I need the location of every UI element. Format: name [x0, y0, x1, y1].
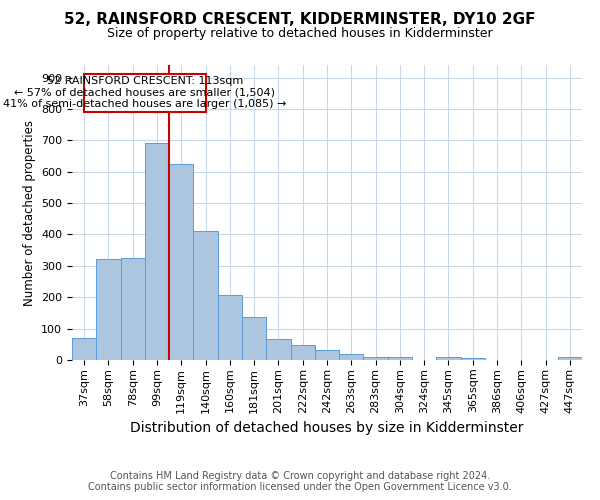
Text: Size of property relative to detached houses in Kidderminster: Size of property relative to detached ho…: [107, 28, 493, 40]
Text: 41% of semi-detached houses are larger (1,085) →: 41% of semi-detached houses are larger (…: [3, 99, 287, 109]
Bar: [339, 354, 364, 360]
Text: 52 RAINSFORD CRESCENT: 113sqm: 52 RAINSFORD CRESCENT: 113sqm: [47, 76, 243, 86]
Text: Contains HM Land Registry data © Crown copyright and database right 2024.: Contains HM Land Registry data © Crown c…: [110, 471, 490, 481]
Text: 52, RAINSFORD CRESCENT, KIDDERMINSTER, DY10 2GF: 52, RAINSFORD CRESCENT, KIDDERMINSTER, D…: [64, 12, 536, 28]
FancyBboxPatch shape: [84, 74, 206, 112]
X-axis label: Distribution of detached houses by size in Kidderminster: Distribution of detached houses by size …: [130, 421, 524, 435]
Bar: [436, 358, 461, 360]
Bar: [364, 356, 388, 360]
Bar: [266, 338, 290, 360]
Bar: [218, 295, 242, 360]
Bar: [461, 358, 485, 360]
Bar: [242, 317, 266, 360]
Y-axis label: Number of detached properties: Number of detached properties: [23, 120, 35, 306]
Bar: [145, 144, 169, 360]
Bar: [72, 338, 96, 360]
Bar: [558, 358, 582, 360]
Bar: [388, 358, 412, 360]
Bar: [193, 232, 218, 360]
Bar: [121, 258, 145, 360]
Bar: [96, 259, 121, 360]
Bar: [290, 345, 315, 360]
Text: ← 57% of detached houses are smaller (1,504): ← 57% of detached houses are smaller (1,…: [14, 88, 275, 98]
Text: Contains public sector information licensed under the Open Government Licence v3: Contains public sector information licen…: [88, 482, 512, 492]
Bar: [169, 164, 193, 360]
Bar: [315, 350, 339, 360]
